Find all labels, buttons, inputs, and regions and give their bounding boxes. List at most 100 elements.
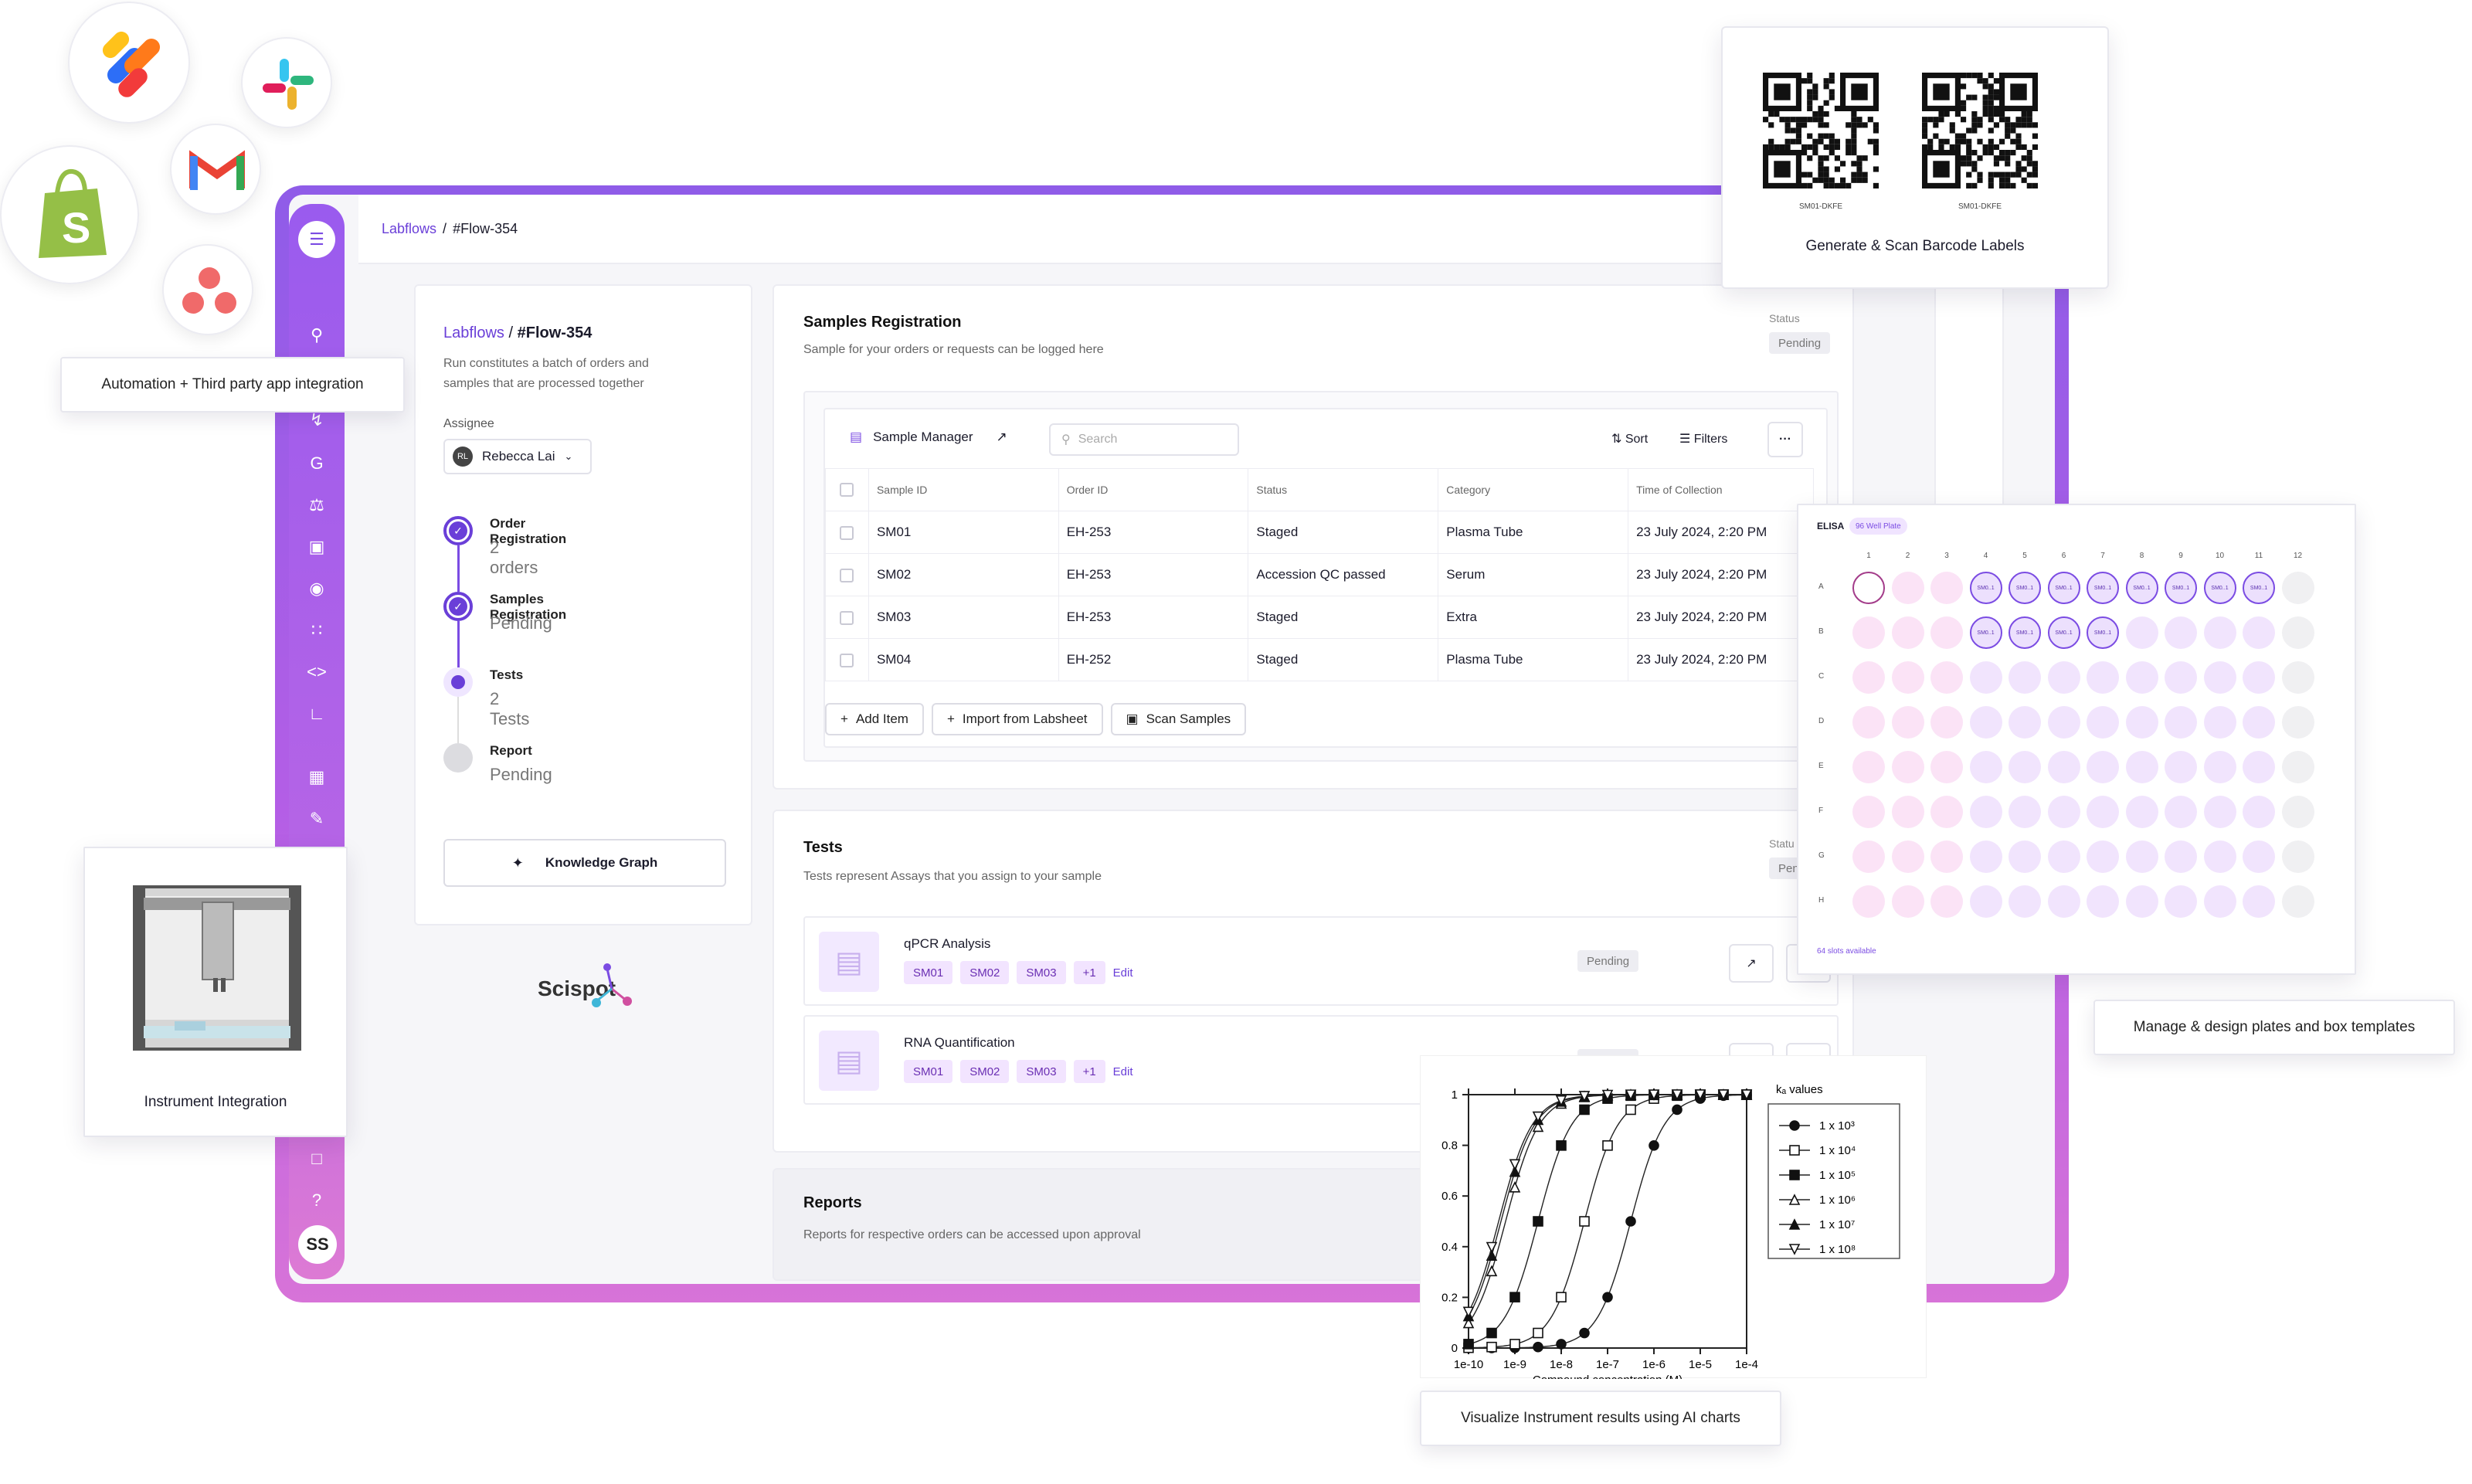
sample-chip[interactable]: SM03: [1017, 961, 1066, 984]
plate-well[interactable]: [1969, 661, 2002, 694]
plate-well[interactable]: SM0..1: [1969, 572, 2002, 604]
plate-well[interactable]: [2281, 661, 2314, 694]
plate-well[interactable]: [2203, 796, 2236, 828]
plate-well[interactable]: [2087, 706, 2119, 739]
plate-well[interactable]: SM0..1: [2125, 572, 2158, 604]
plate-well[interactable]: [2281, 751, 2314, 783]
add-item-button[interactable]: + Add Item: [825, 703, 924, 735]
plate-well[interactable]: [2243, 616, 2275, 649]
plate-well[interactable]: [2087, 751, 2119, 783]
sort-button[interactable]: ⇅ Sort: [1611, 431, 1648, 447]
plate-well[interactable]: [2008, 661, 2041, 694]
select-all-checkbox[interactable]: [840, 483, 854, 497]
table-row[interactable]: SM02 EH-253 Accession QC passed Serum 23…: [825, 553, 1814, 596]
plate-well[interactable]: [1930, 796, 1963, 828]
code-icon[interactable]: <>: [307, 662, 327, 681]
sample-chip[interactable]: SM02: [960, 961, 1010, 984]
flask-icon[interactable]: ⚖: [309, 495, 324, 514]
edit-link[interactable]: Edit: [1112, 1065, 1133, 1078]
plate-well[interactable]: [2047, 840, 2080, 873]
plate-well[interactable]: [2243, 751, 2275, 783]
plate-well[interactable]: [2008, 706, 2041, 739]
sample-chip[interactable]: SM02: [960, 1060, 1010, 1083]
plate-well[interactable]: [2125, 796, 2158, 828]
pen-icon[interactable]: ✎: [309, 809, 324, 828]
plate-well[interactable]: [1969, 796, 2002, 828]
plate-well[interactable]: SM0..1: [2047, 616, 2080, 649]
test-item[interactable]: ▤ RNA Quantification SM01 SM02 SM03 +1 E…: [803, 1015, 1839, 1105]
plate-well[interactable]: [2243, 885, 2275, 918]
plate-well[interactable]: [2047, 796, 2080, 828]
hamburger-menu-icon[interactable]: ☰: [298, 221, 335, 258]
plate-well[interactable]: [1930, 572, 1963, 604]
plate-well[interactable]: [1891, 706, 1924, 739]
plate-well[interactable]: [1930, 885, 1963, 918]
plate-well[interactable]: [2125, 840, 2158, 873]
sample-chip[interactable]: +1: [1073, 1060, 1105, 1083]
search-input[interactable]: ⚲ Search: [1049, 423, 1239, 456]
plate-well[interactable]: [2047, 751, 2080, 783]
plate-well[interactable]: SM0..1: [1969, 616, 2002, 649]
plate-well[interactable]: [1930, 661, 1963, 694]
plate-well[interactable]: [2281, 572, 2314, 604]
plate-well[interactable]: [2243, 706, 2275, 739]
plate-well[interactable]: [1852, 661, 1885, 694]
plate-well[interactable]: [2203, 706, 2236, 739]
plate-well[interactable]: SM0..1: [2203, 572, 2236, 604]
knowledge-graph-button[interactable]: ✦ Knowledge Graph: [443, 839, 726, 887]
flow-root-link[interactable]: Labflows: [443, 324, 504, 341]
filters-button[interactable]: ☰ Filters: [1679, 431, 1727, 447]
plate-well[interactable]: SM0..1: [2087, 616, 2119, 649]
row-checkbox[interactable]: [840, 610, 854, 625]
plate-well[interactable]: [2203, 840, 2236, 873]
plate-well[interactable]: [2165, 885, 2197, 918]
plate-well[interactable]: [2203, 751, 2236, 783]
sample-chip[interactable]: SM03: [1017, 1060, 1066, 1083]
plate-well[interactable]: [1852, 840, 1885, 873]
plate-well[interactable]: SM0..1: [2008, 616, 2041, 649]
plate-well[interactable]: [1852, 616, 1885, 649]
edit-link[interactable]: Edit: [1112, 966, 1133, 980]
plate-well[interactable]: SM0..1: [2047, 572, 2080, 604]
box-icon[interactable]: ▣: [308, 537, 325, 556]
plate-well[interactable]: [2087, 840, 2119, 873]
plate-well[interactable]: [2047, 885, 2080, 918]
plate-well[interactable]: [2281, 616, 2314, 649]
grid-icon[interactable]: ▦: [308, 767, 325, 786]
sample-chip[interactable]: SM01: [904, 961, 953, 984]
plate-well[interactable]: [1969, 840, 2002, 873]
plate-well[interactable]: [2047, 661, 2080, 694]
plate-well[interactable]: [1852, 751, 1885, 783]
plate-well[interactable]: [1852, 885, 1885, 918]
plate-well[interactable]: [2008, 796, 2041, 828]
plate-well[interactable]: SM0..1: [2165, 572, 2197, 604]
plate-well[interactable]: [1852, 796, 1885, 828]
more-button[interactable]: ···: [1767, 422, 1803, 457]
plate-well[interactable]: [1969, 706, 2002, 739]
location-icon[interactable]: ◉: [309, 579, 324, 598]
apps-icon[interactable]: ∷: [311, 620, 322, 640]
external-link-icon[interactable]: ↗: [996, 430, 1007, 444]
plate-well[interactable]: [2281, 885, 2314, 918]
plate-well[interactable]: [1891, 572, 1924, 604]
row-checkbox[interactable]: [840, 653, 854, 667]
plate-well[interactable]: [2125, 885, 2158, 918]
plate-well[interactable]: SM0..1: [2087, 572, 2119, 604]
plate-well[interactable]: [2243, 840, 2275, 873]
plate-well[interactable]: [1891, 885, 1924, 918]
plate-well[interactable]: [2203, 661, 2236, 694]
table-row[interactable]: SM03 EH-253 Staged Extra 23 July 2024, 2…: [825, 596, 1814, 639]
plate-well[interactable]: [2281, 796, 2314, 828]
sample-chip[interactable]: SM01: [904, 1060, 953, 1083]
plate-well[interactable]: [2165, 796, 2197, 828]
table-row[interactable]: SM04 EH-252 Staged Plasma Tube 23 July 2…: [825, 638, 1814, 681]
sample-chip[interactable]: +1: [1073, 961, 1105, 984]
plate-well[interactable]: [2125, 661, 2158, 694]
chat-icon[interactable]: □: [311, 1149, 322, 1168]
plate-well[interactable]: [1969, 885, 2002, 918]
plate-well[interactable]: [2087, 661, 2119, 694]
plate-well[interactable]: [2203, 885, 2236, 918]
plate-well[interactable]: [2165, 751, 2197, 783]
plate-well[interactable]: [1969, 751, 2002, 783]
table-row[interactable]: SM01 EH-253 Staged Plasma Tube 23 July 2…: [825, 511, 1814, 554]
